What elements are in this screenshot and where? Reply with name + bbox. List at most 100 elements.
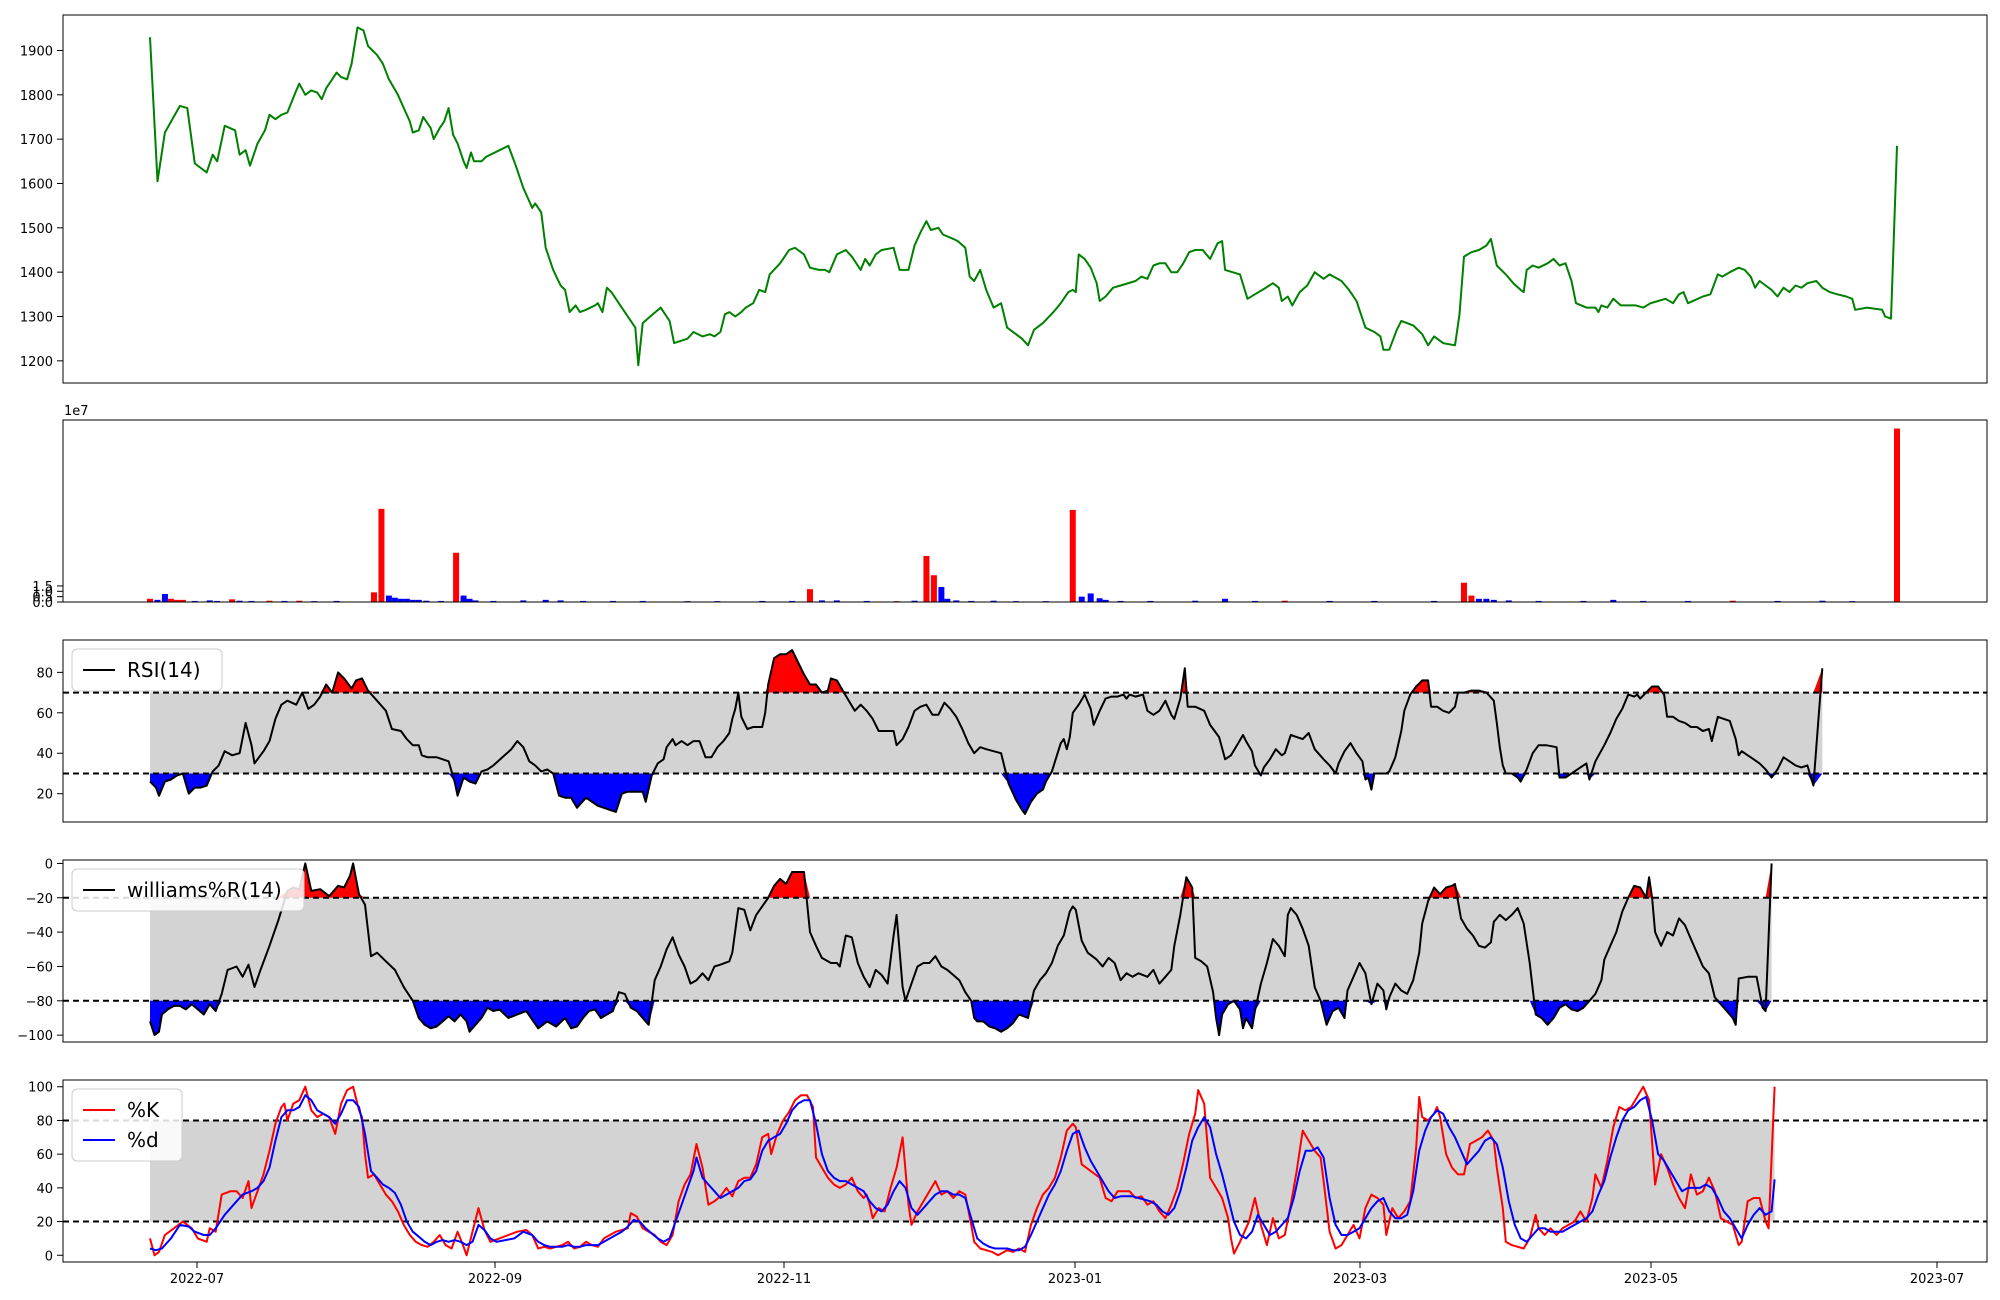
volume-bar [930,575,937,602]
volume-bar [266,600,273,602]
volume-bar [1894,428,1900,602]
y-tick-label: 1700 [20,133,53,148]
volume-bar [542,599,549,602]
legend-box [71,1088,183,1162]
volume-bar [466,598,473,602]
legend-box [71,648,223,692]
volume-bar [1147,600,1154,602]
volume-bar [1490,599,1497,602]
volume-bar [191,600,198,602]
date-axis: 2022-07 2022-09 2022-11 2023-01 2023-03 2023-… [170,1262,1964,1287]
volume-bar [248,600,255,602]
volume-bar [1483,598,1490,602]
volume-bar [609,600,616,602]
volume-bar [1580,600,1587,602]
volume-bar [1505,600,1512,602]
volume-bar [1069,509,1076,602]
series-line-pct-K [149,1085,1776,1257]
volume-bar [1192,600,1199,602]
volume-bar [1460,582,1467,602]
volume-bar [453,552,460,602]
volume-bar [229,599,236,602]
volume-bar [173,599,180,602]
volume-bar [520,600,527,602]
volume-bar [990,600,997,602]
volume-bar [1371,600,1378,602]
x-tick-label: 2023-01 [1048,1272,1102,1287]
y-tick-label: 1600 [20,177,53,192]
volume-bar [923,555,930,602]
volume-bar [944,598,951,602]
oversold-fill [150,773,1823,814]
volume-bar [833,600,840,602]
volume-bar [1102,599,1109,602]
volume-bar [1096,598,1103,602]
y-tick-label: −20 [26,892,53,907]
overbought-fill [150,650,1823,693]
y-tick-label: 1500 [20,222,53,237]
y-tick-label: 1400 [20,266,53,281]
volume-bar [409,599,416,602]
plot-area-4 [63,1085,1987,1257]
oversold-fill [150,1000,1772,1036]
y-tick-label: 0.5 [32,591,53,606]
y-tick-label: 1200 [20,355,53,370]
volume-bar [490,600,497,602]
axes-frame [62,1079,1988,1263]
volume-bar [1729,600,1736,602]
y-tick-label: 40 [36,1182,53,1197]
volume-bar [423,600,430,602]
y-tick-label: 60 [36,707,53,722]
y-tick-label: 0.0 [32,596,53,611]
plot-area-1 [147,428,1900,602]
legend-label: RSI(14) [127,658,201,682]
volume-bar [214,600,221,602]
y-tick-label: 20 [36,1216,53,1231]
series-line-rsi [149,649,1824,815]
volume-bar [789,600,796,602]
y-tick-label: 20 [36,788,53,803]
volume-bar [863,600,870,602]
volume-bar [206,600,213,602]
y-tick-label: −40 [26,926,53,941]
volume-bar [1222,598,1229,602]
volume-bar [1087,593,1094,602]
y-tick-label: 1.5 [32,580,53,595]
volume-bar [236,600,243,602]
x-tick-label: 2022-09 [468,1272,522,1287]
volume-bar [1468,595,1475,602]
y-tick-label: 40 [36,747,53,762]
overbought-fill [150,863,1772,898]
y-tick-label: −80 [26,995,53,1010]
x-tick-label: 2023-03 [1333,1272,1387,1287]
legend: RSI(14) [71,648,223,692]
volume-bar [1684,600,1691,602]
volume-bar [460,595,467,602]
volume-bar [1640,600,1647,602]
axes-frame [62,859,1988,1043]
volume-bar [154,599,161,602]
axes-frame [62,14,1988,384]
volume-bar [1535,600,1542,602]
x-tick-label: 2023-05 [1624,1272,1678,1287]
volume-bar [378,508,385,602]
volume-bar [472,600,479,602]
volume-bar [580,600,587,602]
volume-bar [385,595,392,602]
plot-area-3 [63,862,1987,1037]
volume-bar [296,600,303,602]
volume-bar [179,599,186,602]
volume-bar [1431,600,1438,602]
volume-bar [557,600,564,602]
y-tick-label: 1300 [20,310,53,325]
volume-bar [370,592,377,602]
axes-frame [62,419,1988,603]
legend-label: %K [127,1098,160,1122]
volume-bar [1117,600,1124,602]
volume-bar [759,600,766,602]
volume-bar [1475,598,1482,602]
volume-bar [391,597,398,602]
volume-bar [1251,600,1258,602]
y-tick-label: 0 [45,1249,53,1264]
